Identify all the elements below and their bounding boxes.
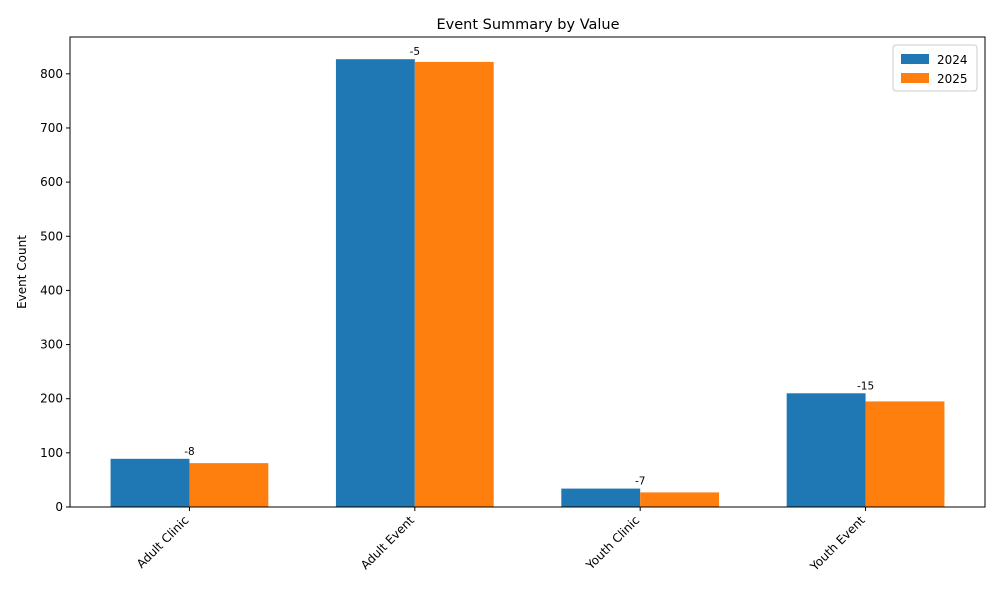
diff-label: -5 xyxy=(410,46,420,58)
diff-label: -8 xyxy=(184,446,194,458)
y-tick-label: 200 xyxy=(40,392,63,406)
y-tick-label: 0 xyxy=(55,500,63,514)
y-axis-label: Event Count xyxy=(15,235,29,309)
y-tick-label: 600 xyxy=(40,175,63,189)
x-tick-label: Adult Event xyxy=(358,513,417,572)
x-tick-label: Youth Event xyxy=(807,513,868,574)
legend-label-2024: 2024 xyxy=(937,53,968,67)
chart-title: Event Summary by Value xyxy=(436,17,619,33)
bar-2024-youth-clinic xyxy=(561,488,641,507)
y-tick-label: 700 xyxy=(40,121,63,135)
diff-label: -15 xyxy=(857,380,874,392)
legend-label-2025: 2025 xyxy=(937,72,968,86)
plot-area: -8 -5 -7 -15 0 100 200 300 400 500 600 700 800 Adult … xyxy=(40,36,986,574)
bar-2025-youth-event xyxy=(865,401,945,507)
y-tick-label: 500 xyxy=(40,229,63,243)
x-tick-label: Adult Clinic xyxy=(134,513,192,571)
y-tick-label: 800 xyxy=(40,67,63,81)
y-tick-label: 100 xyxy=(40,446,63,460)
bar-2025-youth-clinic xyxy=(640,492,720,507)
chart-legend: 2024 2025 xyxy=(892,44,978,92)
y-tick-label: 300 xyxy=(40,338,63,352)
plot-frame xyxy=(69,36,986,508)
legend-swatch-2024 xyxy=(901,54,929,64)
x-tick-label: Youth Clinic xyxy=(583,513,643,573)
diff-label: -7 xyxy=(635,476,645,488)
bar-2024-youth-event xyxy=(786,393,866,507)
bar-2024-adult-event xyxy=(335,59,415,507)
bar-2025-adult-clinic xyxy=(189,463,269,507)
bar-2025-adult-event xyxy=(414,61,494,507)
bar-2024-adult-clinic xyxy=(110,458,190,507)
legend-swatch-2025 xyxy=(901,73,929,83)
y-tick-label: 400 xyxy=(40,283,63,297)
